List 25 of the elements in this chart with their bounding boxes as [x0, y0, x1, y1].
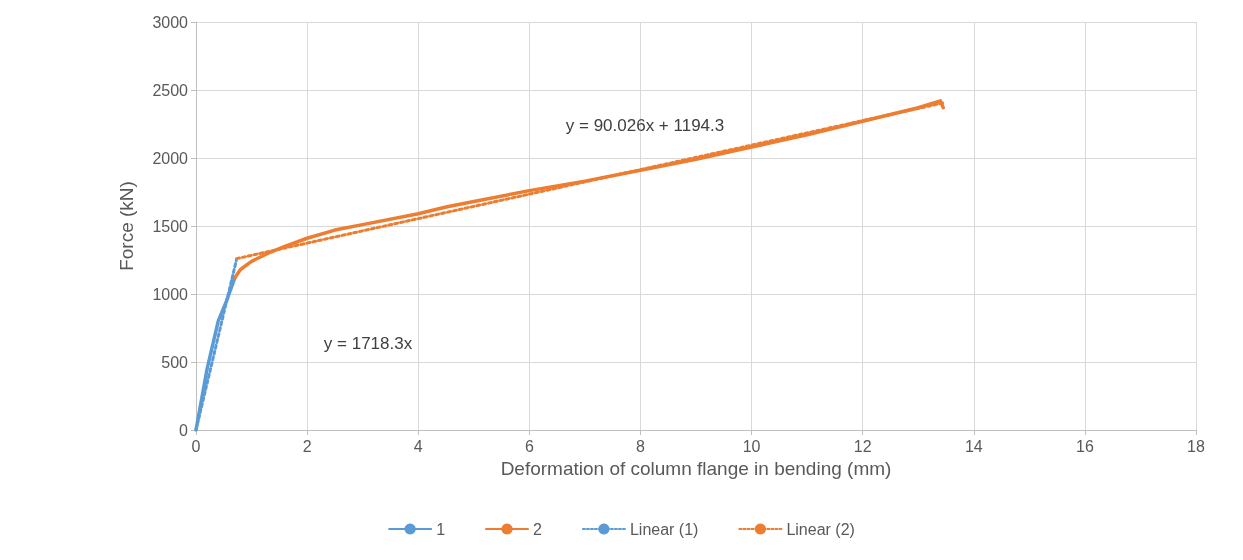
y-tick-label: 3000 — [152, 13, 189, 31]
legend-label: Linear (2) — [786, 520, 855, 538]
x-tick-label: 0 — [191, 437, 201, 455]
x-tick-label: 10 — [742, 437, 761, 455]
legend-label: 1 — [436, 520, 446, 538]
y-tick-label: 2500 — [152, 81, 189, 99]
x-tick-label: 4 — [413, 437, 423, 455]
y-tick-label: 1500 — [152, 217, 189, 235]
x-axis-title: Deformation of column flange in bending (mm) — [500, 457, 892, 479]
x-tick-label: 2 — [302, 437, 312, 455]
x-tick-label: 6 — [524, 437, 534, 455]
y-axis-title: Force (kN) — [116, 181, 137, 271]
x-tick-label: 12 — [853, 437, 872, 455]
y-tick-label: 1000 — [152, 285, 189, 303]
legend-label: 2 — [533, 520, 543, 538]
y-tick-label: 0 — [179, 421, 189, 439]
annotation: y = 1718.3x — [323, 333, 413, 353]
x-tick-label: 8 — [635, 437, 645, 455]
y-tick-label: 500 — [161, 353, 189, 371]
x-tick-label: 14 — [964, 437, 983, 455]
legend-label: Linear (1) — [629, 520, 699, 538]
y-tick-label: 2000 — [152, 149, 189, 167]
annotation: y = 90.026x + 1194.3 — [565, 115, 725, 135]
x-tick-label: 16 — [1075, 437, 1094, 455]
x-tick-label: 18 — [1187, 437, 1205, 455]
